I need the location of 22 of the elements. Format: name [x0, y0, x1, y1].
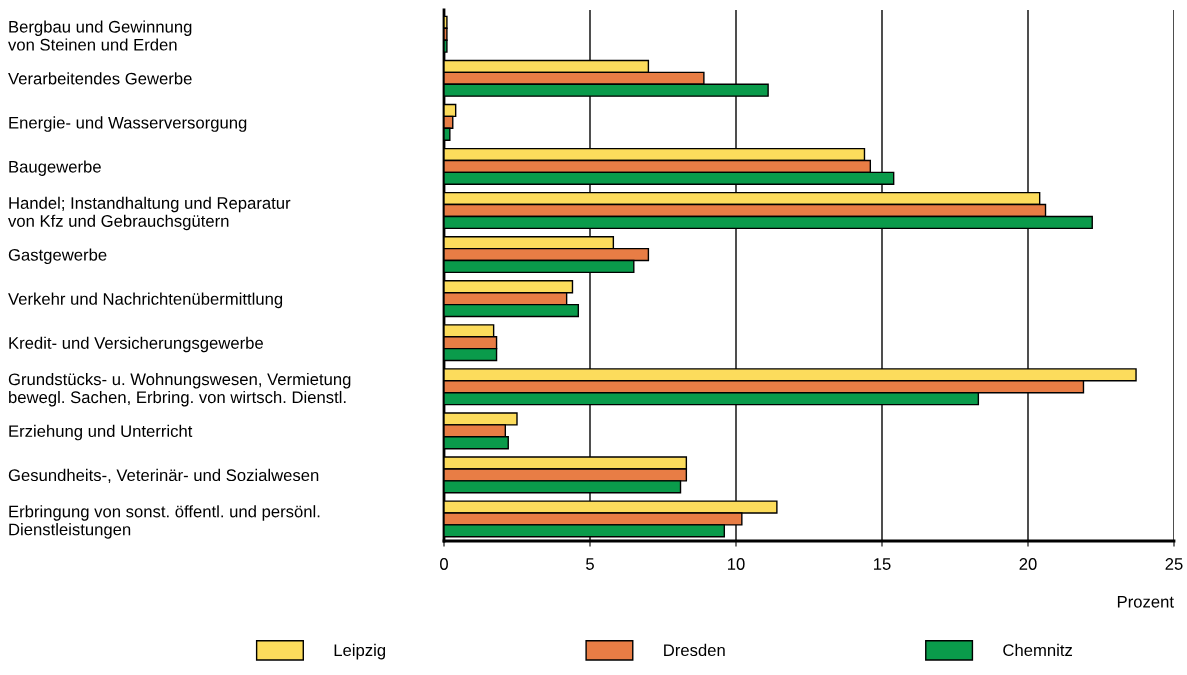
x-tick-label: 25: [1165, 558, 1183, 570]
x-tick-label: 15: [874, 558, 891, 570]
y-tick-label: Erbringung von sonst. öffentl. und persönl. Dienstleistungen: [9, 505, 320, 539]
y-tick-label: Gastgewerbe: [8, 248, 107, 265]
y-tick-label: Energie- und Wasserversorgung: [9, 116, 247, 132]
x-tick-label: 20: [1019, 558, 1037, 570]
legend-label: Leipzig: [334, 643, 386, 660]
y-tick-label: Baugewerbe: [9, 160, 101, 176]
y-tick-label: Grundstücks- u. Wohnungswesen, Vermietung bewegl. Sachen, Erbring. von wirtsch. Dienstl.: [8, 372, 351, 407]
legend-label: Dresden: [664, 643, 725, 657]
x-tick-label: 10: [728, 558, 745, 570]
y-tick-label: Kredit- und Versicherungsgewerbe: [9, 336, 263, 353]
y-tick-label: Bergbau und Gewinnung von Steinen und Erden: [8, 20, 192, 51]
y-tick-label: Erziehung und Unterricht: [9, 424, 193, 441]
y-tick-label: Verarbeitendes Gewerbe: [8, 72, 192, 85]
legend-label: Chemnitz: [1003, 643, 1072, 657]
x-tick-label: 0: [440, 558, 448, 570]
y-tick-label: Verkehr und Nachrichtenübermittlung: [8, 292, 283, 309]
y-tick-label: Handel; Instandhaltung und Reparatur von Kfz und Gebrauchsgütern: [8, 196, 291, 231]
x-axis-title: Prozent: [1117, 596, 1174, 608]
x-tick-label: 5: [586, 558, 594, 570]
y-tick-label: Gesundheits-, Veterinär- und Sozialwesen: [8, 468, 319, 484]
